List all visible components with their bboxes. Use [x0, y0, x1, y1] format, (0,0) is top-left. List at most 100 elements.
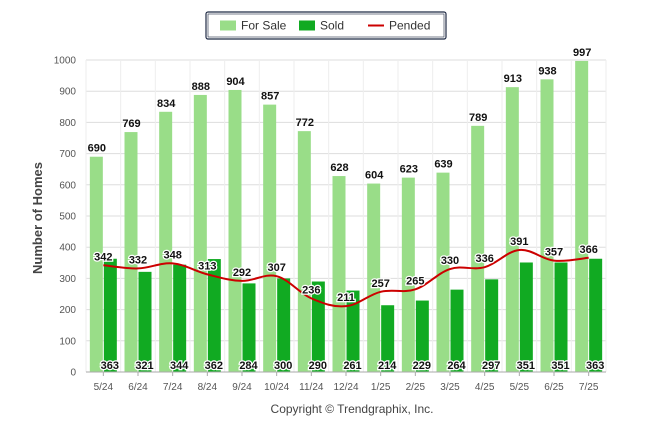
y-tick-label: 700	[59, 149, 76, 160]
sold-bars	[103, 258, 603, 372]
legend-swatch	[220, 20, 236, 31]
sold-bar	[242, 283, 256, 372]
for-sale-bar	[124, 132, 138, 372]
sold-value-label: 363	[101, 360, 119, 372]
sold-value-label: 351	[517, 360, 535, 372]
legend-inner-border	[207, 13, 445, 38]
sold-value-label: 363	[586, 360, 604, 372]
sold-value-label: 300	[274, 360, 292, 372]
for-sale-bar	[367, 183, 381, 372]
x-tick-label: 3/25	[440, 382, 460, 393]
sold-bar	[485, 279, 499, 372]
legend-entry: Sold	[320, 19, 344, 33]
pended-value-label: 307	[267, 262, 285, 274]
sold-value-label: 344	[170, 360, 189, 372]
y-tick-label: 800	[59, 118, 76, 129]
pended-value-label: 348	[163, 249, 181, 261]
for-sale-value-label: 913	[504, 73, 522, 85]
legend-swatch	[299, 20, 315, 31]
for-sale-value-label: 857	[261, 91, 279, 103]
y-tick-label: 200	[59, 305, 76, 316]
sold-bar	[103, 258, 117, 372]
for-sale-value-label: 623	[400, 164, 418, 176]
x-tick-label: 9/24	[232, 382, 252, 393]
x-tick-label: 4/25	[475, 382, 495, 393]
pended-value-label: 366	[579, 244, 597, 256]
sold-bar	[381, 305, 395, 372]
sold-value-label: 229	[413, 360, 431, 372]
legend: For Sale Sold Pended	[205, 11, 447, 40]
for-sale-bar	[263, 104, 277, 372]
for-sale-value-label: 938	[538, 65, 556, 77]
sold-bar	[589, 258, 603, 372]
pended-value-label: 330	[441, 255, 459, 267]
for-sale-value-label: 690	[88, 143, 106, 155]
x-axis-ticks: 5/24 6/24 7/24 8/24 9/24 10/24 11/24 12/24 1/25 2…	[86, 371, 606, 393]
for-sale-bar	[159, 111, 173, 373]
sold-bar	[450, 289, 464, 372]
for-sale-bar	[228, 89, 242, 373]
sold-value-label: 297	[482, 360, 500, 372]
sold-bar	[554, 262, 568, 372]
x-tick-label: 7/25	[579, 382, 599, 393]
for-sale-bar	[401, 177, 415, 372]
y-tick-label: 400	[59, 243, 76, 254]
pended-value-label: 332	[129, 254, 147, 266]
pended-value-label: 357	[545, 247, 563, 259]
for-sale-bars	[89, 60, 589, 373]
x-tick-label: 11/24	[299, 382, 324, 393]
sold-value-label: 264	[447, 360, 466, 372]
sold-value-label: 214	[378, 360, 397, 372]
sold-value-label: 290	[309, 360, 327, 372]
for-sale-value-label: 789	[469, 112, 487, 124]
y-tick-label: 0	[70, 368, 76, 379]
legend-entry: Pended	[389, 19, 430, 33]
pended-value-label: 391	[510, 236, 528, 248]
y-tick-label: 300	[59, 274, 76, 285]
pended-value-label: 292	[233, 267, 251, 279]
y-tick-label: 100	[59, 336, 76, 347]
sold-bar	[519, 262, 533, 372]
y-tick-label: 900	[59, 87, 76, 98]
for-sale-value-label: 997	[573, 47, 591, 59]
pended-value-label: 313	[198, 260, 216, 272]
for-sale-bar	[471, 125, 485, 372]
sold-bar	[173, 264, 187, 372]
y-tick-label: 500	[59, 212, 76, 223]
for-sale-bar	[332, 176, 346, 372]
for-sale-value-label: 628	[330, 162, 348, 174]
for-sale-value-label: 888	[192, 81, 210, 93]
for-sale-bar	[89, 156, 103, 372]
legend-box	[205, 11, 447, 40]
for-sale-value-label: 834	[157, 98, 176, 110]
sold-bar	[311, 281, 325, 372]
for-sale-value-label: 639	[434, 159, 452, 171]
for-sale-bar	[575, 60, 589, 372]
legend-entry: For Sale	[241, 19, 287, 33]
sold-bar	[138, 271, 152, 372]
pended-value-label: 211	[337, 292, 355, 304]
sold-bar	[277, 278, 291, 372]
pended-value-label: 336	[475, 253, 493, 265]
pended-value-label: 265	[406, 275, 424, 287]
sold-value-label: 321	[135, 360, 153, 372]
sold-value-label: 351	[551, 360, 569, 372]
y-axis-label: Number of Homes	[30, 162, 45, 274]
for-sale-value-label: 769	[122, 118, 140, 130]
copyright-text: Copyright © Trendgraphix, Inc.	[271, 402, 434, 416]
x-tick-label: 12/24	[333, 382, 358, 393]
sold-bar	[207, 259, 221, 372]
for-sale-value-label: 772	[296, 117, 314, 129]
pended-line	[103, 249, 589, 308]
x-tick-label: 1/25	[371, 382, 391, 393]
x-tick-label: 5/24	[94, 382, 114, 393]
x-tick-label: 8/24	[198, 382, 218, 393]
grid-lines	[85, 59, 607, 373]
pended-value-label: 257	[371, 278, 389, 290]
for-sale-value-label: 904	[226, 76, 245, 88]
x-tick-label: 10/24	[264, 382, 289, 393]
pended-line-group	[103, 249, 589, 308]
y-tick-label: 1000	[54, 56, 77, 67]
pended-value-label: 342	[94, 251, 112, 263]
x-tick-label: 6/25	[544, 382, 564, 393]
